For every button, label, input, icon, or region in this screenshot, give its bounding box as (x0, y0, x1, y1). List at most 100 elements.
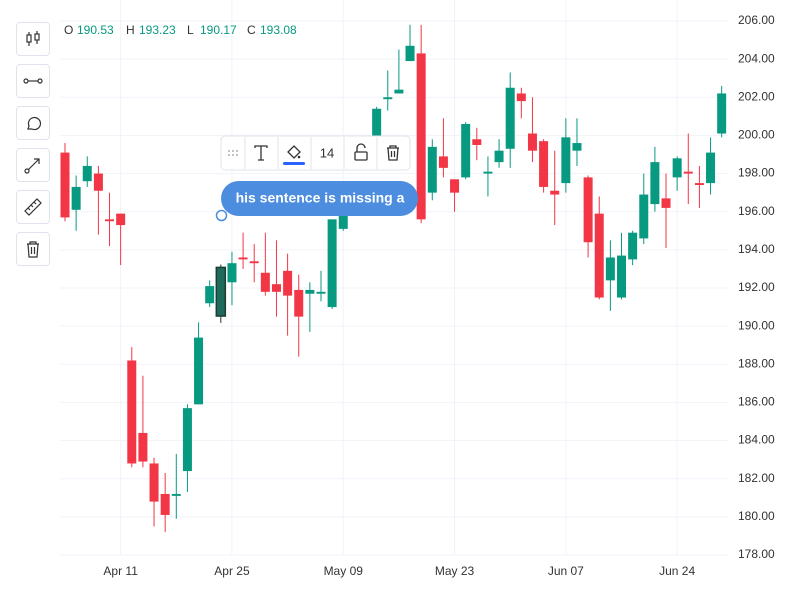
x-tick-label: Apr 25 (214, 564, 250, 578)
y-tick-label: 194.00 (738, 242, 775, 256)
y-tick-label: 196.00 (738, 204, 775, 218)
candle-body (249, 261, 259, 264)
candle-body (672, 158, 682, 178)
candle-body (717, 93, 727, 134)
anchor-handle[interactable] (215, 209, 228, 222)
candle-body (194, 337, 204, 405)
candle-body (372, 108, 382, 140)
y-tick-label: 192.00 (738, 280, 775, 294)
legend-label: C (247, 23, 256, 37)
candle-body (215, 266, 227, 317)
y-tick-label: 186.00 (738, 395, 775, 409)
legend-value: 190.53 (77, 23, 114, 37)
text-button[interactable] (254, 145, 268, 161)
comment-tool-button[interactable] (16, 106, 50, 140)
y-tick-label: 204.00 (738, 51, 775, 65)
y-tick-label: 188.00 (738, 356, 775, 370)
candle-body (238, 257, 248, 260)
candle-body (283, 270, 293, 296)
legend-value: 190.17 (200, 23, 237, 37)
candle-body (138, 432, 148, 462)
candle-body (105, 219, 115, 222)
annotation-text[interactable]: his sentence is missing a (236, 190, 405, 206)
candle-body (450, 179, 460, 193)
candle-body (416, 53, 426, 220)
candle-body (516, 93, 526, 102)
candle-body (572, 143, 582, 151)
candle-body (171, 493, 181, 496)
y-tick-label: 198.00 (738, 166, 775, 180)
delete-button[interactable] (387, 145, 399, 161)
candle-body (561, 137, 571, 184)
candle-body (182, 408, 192, 472)
y-tick-label: 182.00 (738, 471, 775, 485)
candle-body (394, 89, 404, 94)
font-size-button[interactable]: 14 (320, 145, 334, 160)
y-tick-label: 206.00 (738, 13, 775, 27)
candles-button[interactable] (16, 22, 50, 56)
legend-label: O (64, 23, 73, 37)
candle-body (116, 213, 126, 226)
candle-body (639, 194, 649, 239)
candle-body (316, 291, 326, 294)
candle-body (661, 198, 671, 208)
candle-body (494, 150, 504, 163)
candle-body (650, 162, 660, 205)
ruler-tool-button[interactable] (16, 190, 50, 224)
candle-body (605, 257, 615, 281)
legend-label: H (126, 23, 135, 37)
icon (24, 158, 40, 174)
x-tick-label: May 09 (324, 564, 364, 578)
candle-body (149, 463, 159, 502)
annotation-toolbar (220, 135, 411, 171)
candle-body (127, 360, 137, 464)
icon (23, 78, 43, 84)
candle-body (594, 213, 604, 298)
annotation-bubble[interactable] (221, 181, 418, 216)
icon (27, 241, 39, 258)
candle-body (539, 141, 549, 187)
candle-body (505, 87, 515, 149)
drag-handle[interactable] (228, 150, 238, 156)
candle-body (294, 289, 304, 317)
candle-body (550, 190, 560, 195)
candle-body (160, 493, 170, 515)
y-tick-label: 202.00 (738, 89, 775, 103)
candle-body (583, 177, 593, 243)
candle-body (305, 289, 315, 294)
y-tick-label: 178.00 (738, 547, 775, 561)
y-tick-label: 184.00 (738, 433, 775, 447)
delete-all-button[interactable] (16, 232, 50, 266)
x-tick-label: May 23 (435, 564, 475, 578)
x-tick-label: Apr 11 (103, 564, 138, 578)
candle-body (60, 152, 70, 218)
legend-value: 193.08 (260, 23, 297, 37)
y-tick-label: 180.00 (738, 509, 775, 523)
candle-body (706, 152, 716, 184)
candle-body (405, 45, 415, 62)
candle-body (271, 284, 281, 292)
candle-body (338, 213, 348, 229)
candle-body (527, 133, 537, 151)
candle-body (260, 272, 270, 292)
candle-body (617, 255, 626, 298)
arrow-tool-button[interactable] (16, 148, 50, 182)
candle-body (472, 139, 482, 145)
candle-body (71, 186, 81, 210)
fill-color-button[interactable] (283, 145, 305, 165)
candle-body (694, 183, 704, 186)
candle-body (383, 97, 393, 100)
candle-body (438, 156, 448, 168)
candle-body (82, 165, 92, 182)
candle-body (327, 219, 337, 308)
candle-body (93, 173, 103, 191)
legend-label: L (187, 23, 194, 37)
x-tick-label: Jun 24 (659, 564, 695, 578)
candle-body (483, 171, 493, 174)
icon (26, 31, 40, 46)
line-tool-button[interactable] (16, 64, 50, 98)
lock-button[interactable] (354, 143, 368, 161)
candle-body (628, 232, 638, 260)
